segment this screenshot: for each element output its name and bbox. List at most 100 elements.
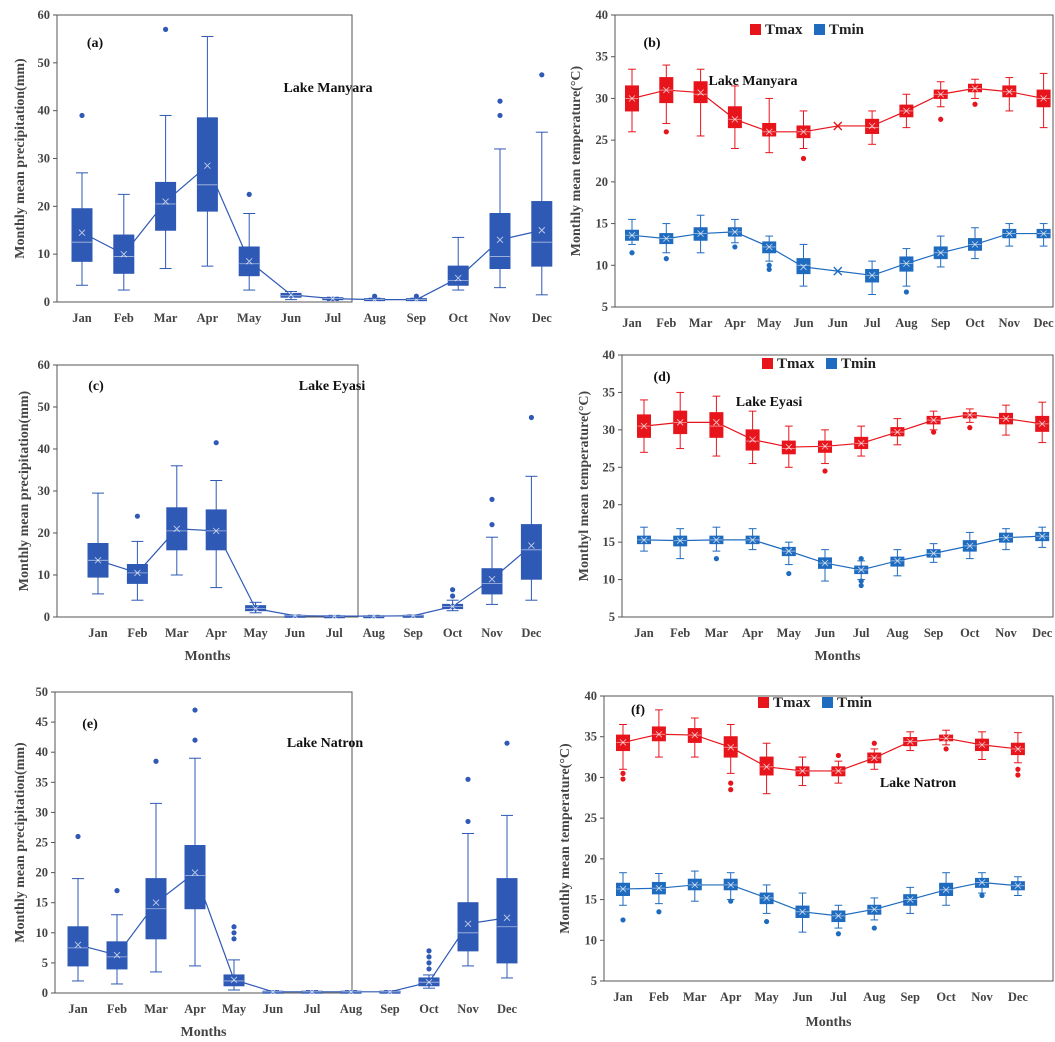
legend-swatch: [758, 697, 769, 708]
y-tick-label: 0: [44, 295, 50, 309]
mean-marker: [134, 569, 141, 577]
y-tick-label: 25: [585, 811, 598, 825]
outlier-point: [426, 960, 432, 966]
x-tick-label: Apr: [742, 626, 764, 640]
mean-marker: [1038, 532, 1046, 540]
series-tmax: [625, 64, 1051, 162]
outlier-point: [663, 256, 669, 262]
x-tick-label: Dec: [497, 1002, 518, 1016]
mean-marker: [640, 536, 648, 544]
y-tick-label: 35: [36, 775, 49, 789]
y-tick-label: 0: [44, 610, 50, 624]
mean-marker: [765, 243, 773, 251]
legend-label: Tmin: [841, 356, 877, 372]
x-tick-label: Mar: [154, 311, 178, 325]
box: [496, 878, 518, 964]
legend: Tmax Tmin: [750, 22, 865, 38]
chart-panel-e: 0 5 10 15 20 25 30 35 40 45 50 Jan Feb Mar Apr May Jun Ju…: [13, 685, 518, 1040]
outlier-point: [728, 780, 734, 786]
mean-marker: [937, 249, 945, 257]
x-tick-label: Aug: [895, 316, 918, 330]
chart-panel-f: 5 10 15 20 25 30 35 40 Jan Feb Mar Apr May Jun Jul Aug S…: [558, 689, 1054, 1030]
panel-label: (e): [82, 717, 98, 732]
outlier-point: [903, 289, 910, 295]
mean-line: [622, 881, 1018, 917]
chart-title: Lake Natron: [880, 776, 957, 791]
y-tick-label: 15: [585, 893, 598, 907]
outlier-point: [786, 570, 792, 577]
x-tick-label: Dec: [1032, 626, 1053, 640]
mean-line: [81, 164, 542, 301]
mean-marker: [835, 912, 842, 920]
mean-marker: [538, 226, 546, 234]
y-axis-label: Monthly mean precipitation(mm): [13, 742, 28, 943]
x-tick-label: Aug: [863, 990, 886, 1004]
mean-marker: [464, 920, 472, 928]
mean-marker: [763, 763, 770, 771]
mean-marker: [619, 885, 627, 893]
x-tick-label: Apr: [197, 311, 219, 325]
outlier-point: [192, 737, 198, 743]
x-axis-label: Months: [185, 649, 231, 664]
y-tick-label: 20: [36, 866, 49, 880]
y-tick-label: 35: [596, 50, 609, 64]
x-tick-label: Apr: [184, 1002, 206, 1016]
panel-label: (a): [87, 36, 104, 51]
outlier-point: [931, 429, 937, 435]
y-tick-label: 10: [38, 568, 51, 582]
mean-marker: [640, 422, 648, 430]
series: [87, 414, 542, 620]
outlier-point: [713, 556, 720, 562]
mean-marker: [1002, 415, 1010, 422]
x-tick-label: Jun: [828, 316, 848, 330]
x-tick-label: Jul: [864, 316, 881, 330]
y-tick-label: 30: [603, 423, 616, 437]
mean-marker: [204, 162, 211, 169]
x-tick-label: Feb: [656, 316, 676, 330]
mean-marker: [1014, 745, 1022, 753]
plot-frame: [603, 695, 1054, 982]
mean-marker: [966, 542, 974, 550]
x-tick-label: Nov: [481, 626, 503, 640]
mean-marker: [370, 612, 378, 620]
y-tick-label: 50: [36, 685, 49, 699]
x-tick-label: Jan: [634, 626, 654, 640]
x-tick-label: Nov: [971, 990, 993, 1004]
y-axis-label: Monthly mean precipitation(mm): [17, 390, 32, 591]
mean-marker: [173, 525, 181, 533]
x-tick-label: May: [757, 316, 782, 330]
mean-marker: [94, 556, 102, 564]
outlier-point: [871, 925, 877, 931]
outlier-point: [656, 909, 662, 915]
outlier-point: [1015, 772, 1021, 778]
y-tick-label: 30: [596, 91, 609, 105]
mean-marker: [835, 767, 842, 775]
x-tick-label: Jul: [830, 990, 847, 1004]
plot-frame: [614, 14, 1054, 308]
mean-marker: [425, 978, 433, 986]
legend: Tmax Tmin: [758, 695, 873, 711]
outlier-point: [413, 293, 419, 299]
outlier-point: [426, 948, 432, 954]
box: [489, 213, 511, 270]
mean-marker: [1005, 88, 1013, 96]
y-tick-label: 35: [585, 730, 598, 744]
y-tick-label: 40: [596, 8, 609, 22]
x-tick-label: Feb: [649, 990, 669, 1004]
series: [67, 707, 518, 996]
mean-marker: [800, 263, 807, 271]
outlier-point: [75, 833, 81, 840]
panel-label: (c): [88, 379, 104, 394]
mean-marker: [454, 274, 462, 282]
mean-marker: [528, 542, 535, 549]
outlier-point: [800, 155, 807, 162]
y-tick-label: 20: [38, 526, 51, 540]
y-tick-label: 15: [596, 217, 609, 231]
y-tick-label: 60: [38, 8, 51, 22]
chart-title: Lake Manyara: [283, 81, 372, 96]
mean-marker: [785, 443, 793, 451]
y-tick-label: 30: [38, 152, 51, 166]
mean-marker: [857, 440, 865, 447]
mean-marker: [449, 603, 456, 610]
outlier-point: [858, 556, 864, 562]
